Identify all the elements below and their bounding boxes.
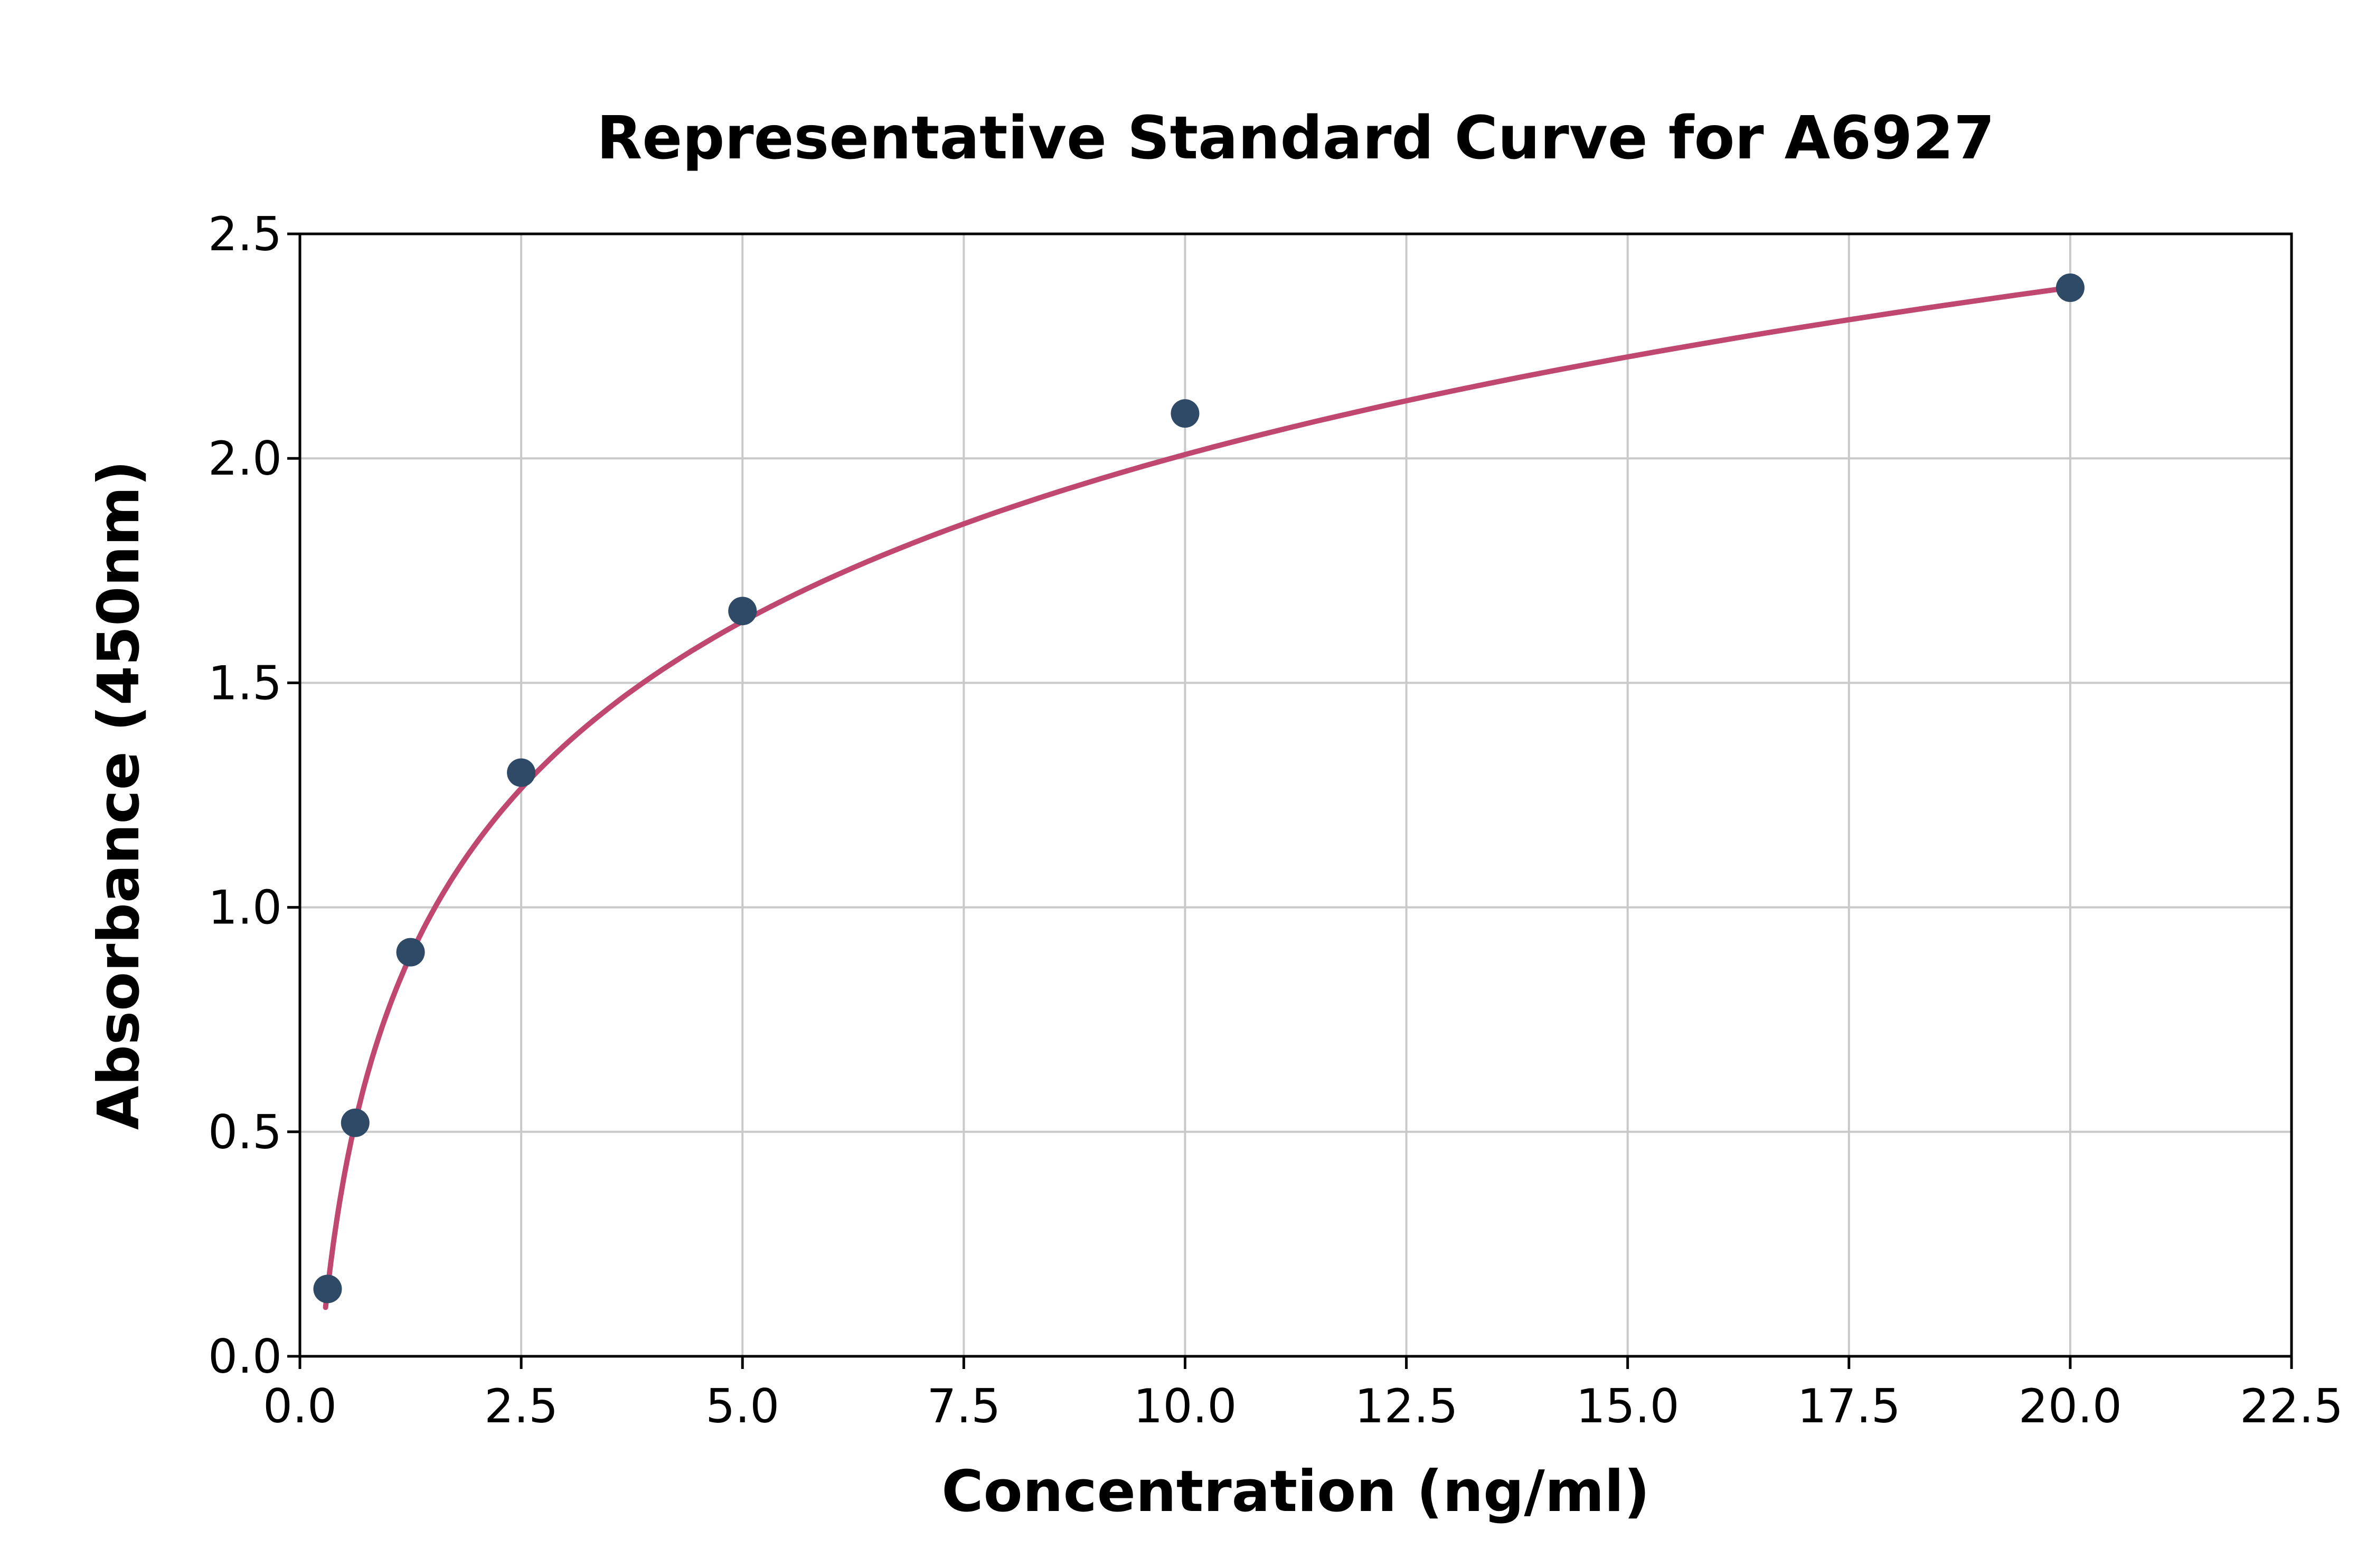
x-tick-label: 20.0 bbox=[2019, 1379, 2122, 1433]
data-point bbox=[313, 1274, 342, 1303]
y-tick-label: 2.0 bbox=[208, 431, 282, 486]
chart-title: Representative Standard Curve for A6927 bbox=[597, 104, 1995, 173]
x-axis-label: Concentration (ng/ml) bbox=[941, 1459, 1650, 1525]
x-tick-label: 7.5 bbox=[927, 1379, 1001, 1433]
data-points-layer bbox=[313, 273, 2085, 1303]
x-tick-label: 15.0 bbox=[1576, 1379, 1680, 1433]
y-tick-label: 0.0 bbox=[208, 1329, 282, 1384]
data-point bbox=[341, 1108, 370, 1137]
y-axis-label: Absorbance (450nm) bbox=[86, 460, 152, 1130]
grid-layer bbox=[299, 233, 2293, 1357]
ticks-layer bbox=[287, 232, 2293, 1369]
y-tick-label: 1.0 bbox=[208, 881, 282, 935]
y-tick-label: 0.5 bbox=[208, 1105, 282, 1159]
y-tick-label: 1.5 bbox=[208, 656, 282, 710]
x-tick-label: 22.5 bbox=[2240, 1379, 2343, 1433]
x-tick-label: 17.5 bbox=[1797, 1379, 1901, 1433]
data-point bbox=[507, 758, 536, 787]
data-point bbox=[396, 938, 425, 967]
data-point bbox=[728, 597, 757, 626]
x-tick-label: 10.0 bbox=[1133, 1379, 1237, 1433]
y-tick-label: 2.5 bbox=[208, 207, 282, 261]
x-tick-label: 5.0 bbox=[705, 1379, 779, 1433]
data-point bbox=[1171, 399, 1200, 428]
x-tick-label: 12.5 bbox=[1355, 1379, 1458, 1433]
data-point bbox=[2056, 273, 2085, 303]
fit-curve bbox=[323, 285, 2073, 1310]
fit-curve-layer bbox=[323, 285, 2073, 1310]
plot-frame bbox=[298, 232, 2293, 1358]
x-tick-label: 2.5 bbox=[484, 1379, 558, 1433]
x-tick-label: 0.0 bbox=[263, 1379, 337, 1433]
tick-labels-layer: 0.0 2.5 5.0 7.5 10.0 12.5 15.0 17.5 20.0 22.5 0.0 0… bbox=[208, 207, 2343, 1433]
